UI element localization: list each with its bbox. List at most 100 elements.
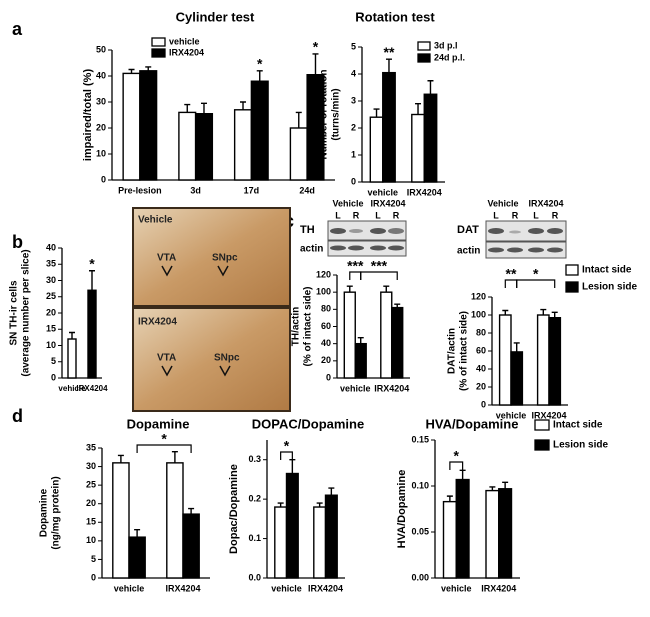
y-tick-label: 40 <box>476 363 486 373</box>
y-tick-label: 20 <box>321 355 331 365</box>
legend-label: Intact side <box>582 265 632 276</box>
bar <box>391 306 404 379</box>
legend-label: 3d p.l <box>434 40 458 50</box>
y-tick-label: 100 <box>471 309 486 319</box>
y-tick-label: 15 <box>86 517 96 527</box>
y-tick-label: 1 <box>351 149 356 159</box>
y-tick-label: 0 <box>326 372 331 382</box>
legend-label: Intact side <box>553 420 603 431</box>
y-tick-label: 100 <box>316 287 331 297</box>
micrograph-label: SNpc <box>212 253 238 264</box>
legend-label: 24d p.l. <box>434 52 465 62</box>
x-tick-label: vehicle <box>114 583 145 593</box>
y-tick-label: 0.2 <box>248 494 261 504</box>
legend-swatch <box>417 41 431 51</box>
bar <box>423 93 438 183</box>
legend-label: vehicle <box>169 36 200 46</box>
bar <box>112 462 130 579</box>
y-tick-label: 10 <box>86 535 96 545</box>
significance-mark: *** <box>347 258 364 274</box>
chart-title: DOPAC/Dopamine <box>252 416 364 431</box>
bar <box>380 291 393 379</box>
error-bar <box>502 481 509 489</box>
error-bar <box>69 331 75 339</box>
y-tick-label: 25 <box>46 291 56 301</box>
x-tick-label: 17d <box>244 185 260 195</box>
y-tick-label: 60 <box>476 345 486 355</box>
y-tick-label: 20 <box>96 122 106 132</box>
blot-row-label: DAT <box>457 224 479 236</box>
error-bar <box>295 111 302 128</box>
y-axis-label: Dopamine <box>39 488 50 537</box>
significance-mark: * <box>89 255 95 271</box>
blot-group: Vehicle <box>332 198 363 208</box>
y-tick-label: 80 <box>321 304 331 314</box>
y-tick-label: 30 <box>46 275 56 285</box>
error-bar <box>383 285 390 293</box>
y-tick-label: 0.15 <box>411 434 429 444</box>
x-tick-label: vehicle <box>367 187 398 197</box>
y-tick-label: 0 <box>481 399 486 409</box>
y-tick-label: 50 <box>96 44 106 54</box>
bar <box>354 342 367 379</box>
y-tick-label: 40 <box>46 242 56 252</box>
error-bar <box>256 70 263 82</box>
y-tick-label: 0.3 <box>248 454 261 464</box>
blot-lane: L <box>493 210 499 220</box>
significance-mark: * <box>533 266 539 282</box>
y-tick-label: 35 <box>46 259 56 269</box>
x-tick-label: IRX4204 <box>308 583 343 593</box>
bar <box>455 478 470 579</box>
x-tick-label: IRX4204 <box>407 187 442 197</box>
y-tick-label: 3 <box>351 95 356 105</box>
legend-label: Lesion side <box>582 282 637 293</box>
x-tick-label: IRX4204 <box>374 383 409 393</box>
error-bar <box>289 459 296 474</box>
legend-swatch <box>565 264 579 276</box>
y-axis-label: (ng/mg protein) <box>51 476 62 549</box>
arrowhead <box>161 265 229 277</box>
error-bar <box>240 101 247 110</box>
error-bar <box>513 342 520 352</box>
y-tick-label: 10 <box>96 148 106 158</box>
y-tick-label: 80 <box>476 327 486 337</box>
micrograph <box>132 207 291 307</box>
micrograph-title: Vehicle <box>138 215 173 226</box>
y-tick-label: 0.10 <box>411 480 429 490</box>
bar <box>313 506 327 579</box>
legend-swatch <box>151 48 166 58</box>
bar <box>233 109 253 181</box>
bar <box>250 80 269 181</box>
bar <box>128 536 146 579</box>
error-bar <box>373 108 380 118</box>
y-tick-label: 0 <box>101 174 106 184</box>
y-tick-label: 10 <box>46 340 56 350</box>
error-bar <box>385 58 392 73</box>
error-bar <box>171 451 178 463</box>
micrograph-label: VTA <box>157 253 176 264</box>
legend-label: IRX4204 <box>169 47 204 57</box>
error-bar <box>188 507 195 515</box>
bar <box>274 506 288 579</box>
blot-row-label: TH <box>300 224 315 236</box>
y-tick-label: 25 <box>86 480 96 490</box>
error-bar <box>328 487 335 496</box>
error-bar <box>89 270 95 291</box>
x-tick-label: IRX4204 <box>531 410 566 420</box>
panel-letter: b <box>12 232 23 252</box>
x-tick-label: vehicle <box>496 410 527 420</box>
error-bar <box>200 102 207 114</box>
blot-lane: R <box>353 210 360 220</box>
blot-lane: R <box>512 210 519 220</box>
y-tick-label: 0 <box>91 572 96 582</box>
bar <box>411 113 425 183</box>
bar <box>343 291 356 379</box>
panel-letter: d <box>12 406 23 426</box>
bar <box>498 314 512 406</box>
x-tick-label: IRX4204 <box>481 583 516 593</box>
bar <box>87 289 97 379</box>
blot <box>327 240 407 257</box>
error-bar <box>459 469 466 480</box>
y-tick-label: 0.05 <box>411 526 429 536</box>
